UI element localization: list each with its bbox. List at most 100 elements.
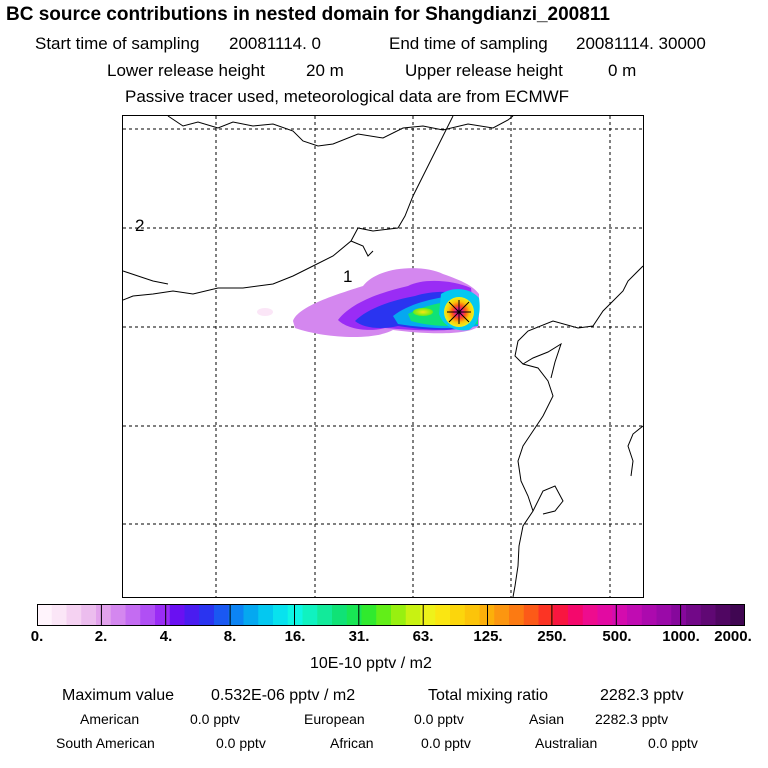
colorbar-cell: [81, 604, 97, 626]
chart-title: BC source contributions in nested domain…: [6, 4, 610, 25]
map-label-1: 1: [343, 267, 352, 286]
region-value: 0.0 pptv: [216, 735, 266, 751]
region-name: Australian: [535, 735, 598, 751]
colorbar-cell: [405, 604, 422, 626]
colorbar-cell: [553, 604, 569, 626]
region-value: 0.0 pptv: [190, 711, 240, 727]
border-line: [123, 270, 169, 285]
end-time-label: End time of sampling: [389, 34, 548, 53]
colorbar-units: 10E-10 pptv / m2: [310, 655, 432, 672]
colorbar-tick: 4.: [159, 628, 173, 645]
colorbar-tick: 125.: [473, 628, 503, 645]
plume: [257, 268, 480, 337]
colorbar-tick: 1000.: [662, 628, 700, 645]
total-mixing-label: Total mixing ratio: [428, 687, 549, 704]
colorbar-cell: [523, 604, 540, 626]
colorbar-cell: [125, 604, 141, 626]
map-panel: 2 1: [122, 115, 644, 598]
start-time-label: Start time of sampling: [35, 34, 200, 53]
colorbar-frame: [37, 604, 745, 626]
region-name: American: [80, 711, 140, 727]
colorbar-cell: [656, 604, 672, 626]
max-value-label: Maximum value: [62, 687, 175, 704]
plume-yellow-core: [413, 308, 433, 316]
colorbar-cell: [140, 604, 156, 626]
colorbar-cell: [700, 604, 717, 626]
colorbar-cell: [435, 604, 451, 626]
colorbar-tick: 250.: [537, 628, 567, 645]
receptor-marker: [447, 300, 471, 324]
colorbar-cell: [169, 604, 186, 626]
colorbar-cell: [686, 604, 702, 626]
plume-fringe: [257, 308, 273, 316]
colorbar-tick: 500.: [602, 628, 632, 645]
region-value: 2282.3 pptv: [595, 711, 669, 727]
colorbar-separators: [100, 604, 682, 626]
colorbar-cell: [597, 604, 613, 626]
colorbar-cell: [258, 604, 274, 626]
total-mixing-value: 2282.3 pptv: [600, 687, 684, 704]
colorbar-cell: [627, 604, 643, 626]
end-time-value: 20081114. 30000: [576, 34, 706, 53]
tracer-note: Passive tracer used, meteorological data…: [125, 87, 570, 106]
border-line: [350, 240, 374, 257]
colorbar-cell: [302, 604, 318, 626]
colorbar-cell: [317, 604, 333, 626]
region-name: Asian: [529, 711, 565, 727]
region-value: 0.0 pptv: [421, 735, 471, 751]
map-canvas: 2 1: [123, 116, 643, 597]
coastline-peninsula: [532, 485, 564, 515]
colorbar-cell: [199, 604, 215, 626]
colorbar-cell: [494, 604, 510, 626]
colorbar-cell: [715, 604, 731, 626]
coastlines: [123, 116, 643, 597]
colorbar-cell: [612, 604, 628, 626]
colorbar-cell: [420, 604, 436, 626]
start-time-value: 20081114. 0: [229, 34, 322, 53]
colorbar-cell: [464, 604, 481, 626]
colorbar-cell: [450, 604, 466, 626]
max-value: 0.532E-06 pptv / m2: [211, 687, 356, 704]
colorbar-cell: [376, 604, 392, 626]
colorbar-cell: [287, 604, 304, 626]
colorbar-cell: [641, 604, 658, 626]
colorbar-cell: [391, 604, 407, 626]
colorbar-cell: [37, 604, 53, 626]
colorbar-cell: [730, 604, 745, 626]
upper-height-value: 0 m: [608, 61, 637, 80]
coastline-east: [512, 265, 643, 597]
colorbar-cell: [361, 604, 377, 626]
colorbar-cell: [155, 604, 171, 626]
colorbar-tick: 31.: [348, 628, 370, 645]
colorbar-cell: [346, 604, 363, 626]
region-name: South American: [56, 735, 155, 751]
map-label-2: 2: [135, 216, 144, 235]
colorbar-cell: [568, 604, 584, 626]
colorbar-cells: [37, 604, 745, 626]
colorbar-cell: [228, 604, 245, 626]
region-value: 0.0 pptv: [414, 711, 464, 727]
colorbar-cell: [184, 604, 200, 626]
lower-height-label: Lower release height: [107, 61, 265, 80]
colorbar-cell: [96, 604, 112, 626]
region-name: African: [330, 735, 374, 751]
colorbar-cell: [214, 604, 230, 626]
border-line: [167, 116, 514, 147]
colorbar-cell: [332, 604, 348, 626]
coastline-korea: [627, 425, 643, 477]
colorbar-cell: [582, 604, 599, 626]
colorbar-cell: [243, 604, 259, 626]
region-name: European: [304, 711, 365, 727]
colorbar-tick: 2.: [94, 628, 108, 645]
region-value: 0.0 pptv: [648, 735, 698, 751]
colorbar-tick: 0.: [30, 628, 44, 645]
colorbar-cell: [671, 604, 687, 626]
colorbar-tick: 2000.: [714, 628, 752, 645]
colorbar-cell: [66, 604, 82, 626]
colorbar-tick: 8.: [223, 628, 237, 645]
colorbar: [37, 604, 745, 626]
coastline-bay: [522, 342, 562, 379]
lower-height-value: 20 m: [306, 61, 344, 80]
colorbar-cell: [273, 604, 289, 626]
border-line: [123, 116, 454, 301]
